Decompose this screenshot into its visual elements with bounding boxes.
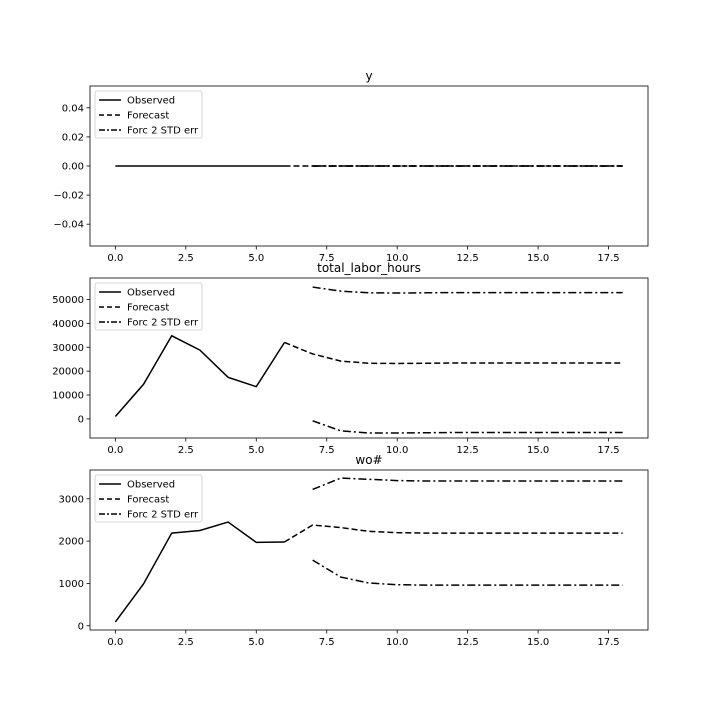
chart-title: y <box>365 69 372 83</box>
series-line-solid <box>114 521 285 623</box>
y-tick-label: 50000 <box>52 295 84 306</box>
y-tick-label: 30000 <box>52 343 84 354</box>
chart-title: total_labor_hours <box>317 261 421 275</box>
legend: Observed Forecast Forc 2 STD err <box>94 282 203 331</box>
series-line-dashdot <box>312 420 623 434</box>
y-tick-label: −0.04 <box>53 220 84 231</box>
legend-label: Forc 2 STD err <box>127 510 199 521</box>
x-tick-label: 0.0 <box>107 637 123 648</box>
y-tick-label: 0 <box>78 414 84 425</box>
x-tick-label: 12.5 <box>457 253 479 264</box>
y-tick-label: 3000 <box>59 494 84 505</box>
y-tick-label: −0.02 <box>53 191 84 202</box>
legend-box <box>94 474 203 523</box>
y-tick-label: 2000 <box>59 537 84 548</box>
legend: Observed Forecast Forc 2 STD err <box>94 474 203 523</box>
legend: Observed Forecast Forc 2 STD err <box>94 90 203 139</box>
series-line-dashdot <box>312 477 623 491</box>
x-tick-label: 10.0 <box>386 637 408 648</box>
y-tick-label: 0.04 <box>62 103 84 114</box>
x-tick-label: 15.0 <box>527 637 549 648</box>
x-tick-label: 15.0 <box>527 253 549 264</box>
legend-label: Forc 2 STD err <box>127 318 199 329</box>
x-tick-label: 10.0 <box>386 445 408 456</box>
x-tick-label: 17.5 <box>597 445 619 456</box>
x-tick-label: 0.0 <box>107 253 123 264</box>
x-tick-label: 2.5 <box>178 445 194 456</box>
x-tick-label: 12.5 <box>457 637 479 648</box>
legend-label: Forecast <box>127 111 169 122</box>
x-tick-label: 2.5 <box>178 637 194 648</box>
legend-box <box>94 90 203 139</box>
x-tick-label: 7.5 <box>319 253 335 264</box>
legend-label: Forecast <box>127 495 169 506</box>
chart-panel-2: total_labor_hours 0.0 2.5 5.0 7.5 10.0 12.5 15.… <box>52 261 649 456</box>
x-tick-label: 5.0 <box>248 445 264 456</box>
x-tick-label: 15.0 <box>527 445 549 456</box>
legend-label: Observed <box>127 288 175 299</box>
series-line-dashed <box>284 341 623 365</box>
x-tick-label: 5.0 <box>248 253 264 264</box>
chart-panel-1: y 0.0 2.5 5.0 7.5 10.0 12.5 15.0 17.5 0.04 0.02 0.0… <box>53 69 649 264</box>
x-tick-label: 0.0 <box>107 445 123 456</box>
chart-title: wo# <box>355 453 382 467</box>
series-line-dashed <box>284 524 623 543</box>
legend-label: Observed <box>127 480 175 491</box>
legend-label: Observed <box>127 96 175 107</box>
x-tick-label: 5.0 <box>248 637 264 648</box>
y-tick-label: 1000 <box>59 579 84 590</box>
chart-panel-3: wo# 0.0 2.5 5.0 7.5 10.0 12.5 15.0 17.5 3000 2000 1… <box>59 453 649 648</box>
series-line-dashdot <box>312 559 623 586</box>
legend-box <box>94 282 203 331</box>
series-line-dashdot <box>312 286 623 294</box>
x-tick-label: 12.5 <box>457 445 479 456</box>
legend-label: Forc 2 STD err <box>127 126 199 137</box>
x-tick-label: 17.5 <box>597 253 619 264</box>
y-tick-label: 0.02 <box>62 132 84 143</box>
y-tick-label: 0 <box>78 621 84 632</box>
x-tick-label: 7.5 <box>319 637 335 648</box>
x-tick-label: 10.0 <box>386 253 408 264</box>
x-tick-label: 17.5 <box>597 637 619 648</box>
legend-label: Forecast <box>127 303 169 314</box>
series-line-solid <box>114 334 286 418</box>
y-tick-label: 0.00 <box>62 162 84 173</box>
x-tick-label: 7.5 <box>319 445 335 456</box>
y-tick-label: 40000 <box>52 319 84 330</box>
x-tick-label: 2.5 <box>178 253 194 264</box>
y-tick-label: 10000 <box>52 391 84 402</box>
y-tick-label: 20000 <box>52 367 84 378</box>
